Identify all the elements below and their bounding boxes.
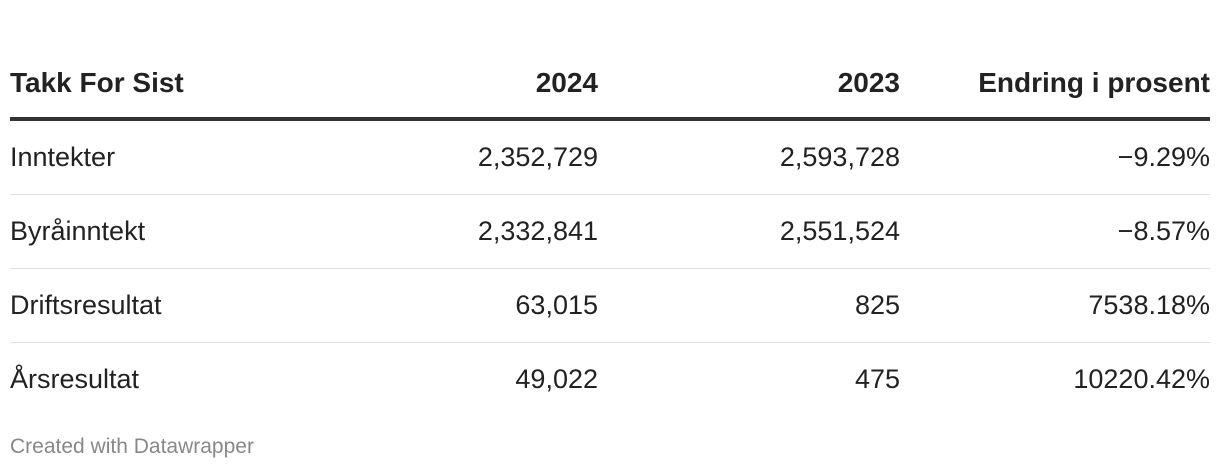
table-row: Inntekter 2,352,729 2,593,728 −9.29% <box>10 119 1210 195</box>
table-cell: −9.29% <box>900 119 1210 195</box>
table-cell: 475 <box>854 364 900 394</box>
table-cell: Driftsresultat <box>10 268 410 343</box>
table-cell: 2,332,841 <box>410 194 598 269</box>
table-row: Driftsresultat 63,015 825 7538.18% <box>10 268 1210 343</box>
table-cell: 825 <box>598 268 900 343</box>
table-cell: 7538.18% <box>900 268 1210 343</box>
table-body: Inntekter 2,352,729 2,593,728 −9.29% Byråinn… <box>10 119 1210 416</box>
table-cell: 10220.42% <box>1073 364 1210 394</box>
header-cell: 2024 <box>410 0 598 121</box>
header-cell: 2023 <box>598 0 900 121</box>
table-cell: 2,593,728 <box>598 119 900 195</box>
table: Takk For Sist 2024 2023 Endring i prosent I… <box>10 0 1210 416</box>
header-cell: Endring i prosent <box>900 0 1210 121</box>
table-cell: 49,022 <box>515 364 598 394</box>
table-cell: 2,352,729 <box>410 119 598 195</box>
table-cell: Byråinntekt <box>10 194 410 269</box>
table-cell: −8.57% <box>900 194 1210 269</box>
table-row: Årsresultat 49,022 475 10220.42% <box>10 343 1210 417</box>
table-cell: 2,551,524 <box>598 194 900 269</box>
footer: Created with Datawrapper <box>10 435 254 458</box>
table-cell: Inntekter <box>10 119 410 195</box>
header-row: Takk For Sist 2024 2023 Endring i prosent <box>10 0 1210 121</box>
table-cell: Årsresultat <box>10 364 140 394</box>
table-row: Byråinntekt 2,332,841 2,551,524 −8.57% <box>10 194 1210 269</box>
table-cell: 63,015 <box>410 268 598 343</box>
table-wrap: Takk For Sist 2024 2023 Endring i prosent I… <box>10 0 1210 416</box>
header-cell: Takk For Sist <box>10 0 410 121</box>
